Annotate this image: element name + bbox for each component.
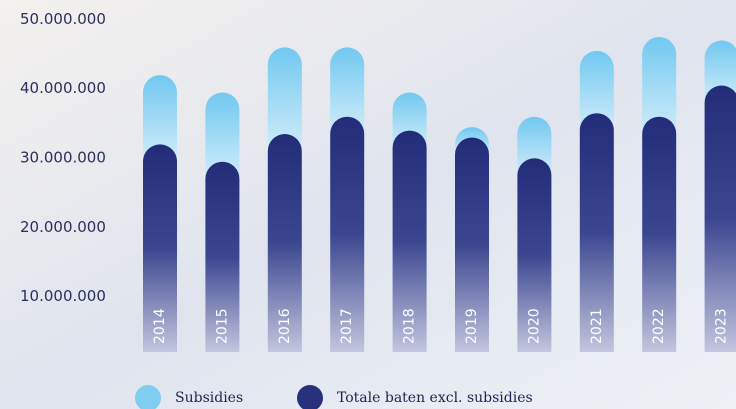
x-tick-label: 2023 (714, 308, 730, 344)
bar-segment (642, 116, 677, 352)
bar-segment (143, 75, 177, 162)
bar-segment (205, 92, 240, 179)
y-tick-label: 30.000.000 (20, 148, 106, 166)
bar-segment (267, 47, 302, 152)
x-tick-label: 2019 (464, 308, 480, 344)
x-tick-label: 2017 (339, 308, 355, 344)
y-tick-label: 40.000.000 (20, 79, 106, 97)
x-tick-label: 2016 (277, 308, 293, 344)
bar-segment (579, 113, 614, 352)
legend-swatch (135, 385, 161, 409)
bar-segment (455, 137, 489, 352)
bar-segment (704, 85, 736, 352)
legend-label: Subsidies (175, 390, 243, 406)
bar-segment (143, 144, 177, 352)
x-tick-label: 2015 (214, 308, 230, 344)
bar-segment (330, 116, 365, 352)
y-tick-label: 20.000.000 (20, 218, 106, 236)
y-tick-label: 50.000.000 (20, 10, 106, 28)
x-tick-label: 2014 (152, 308, 168, 344)
bar-segment (330, 47, 365, 134)
x-tick-label: 2022 (651, 308, 667, 344)
bar-segment (642, 37, 677, 134)
bar-segment (267, 134, 302, 352)
bar-segment (205, 161, 240, 352)
legend-label: Totale baten excl. subsidies (337, 390, 533, 406)
legend-swatch (297, 385, 323, 409)
x-tick-label: 2018 (402, 308, 418, 344)
x-tick-label: 2020 (526, 308, 542, 344)
bar-segment (517, 158, 552, 352)
x-tick-label: 2021 (589, 308, 605, 344)
y-tick-label: 10.000.000 (20, 287, 106, 305)
bar-segment (392, 130, 427, 352)
bar-segment (579, 50, 614, 131)
